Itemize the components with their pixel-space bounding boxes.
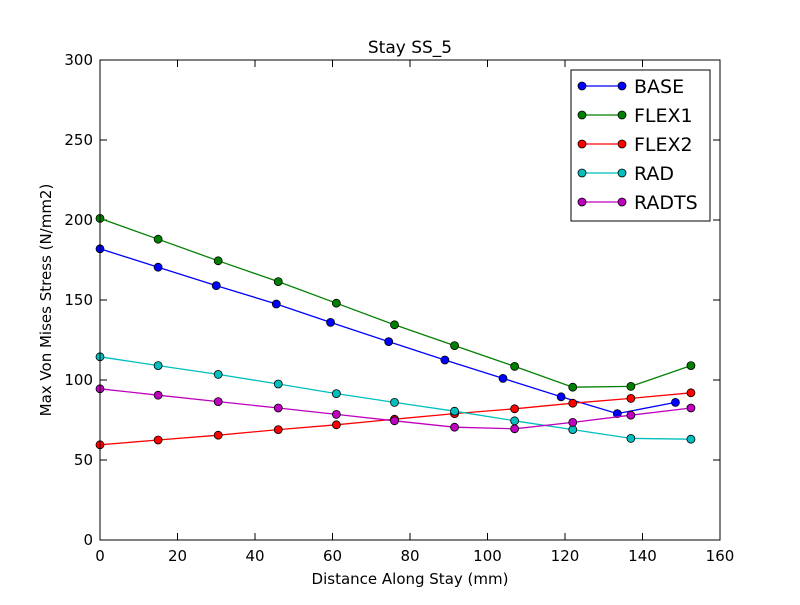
data-point-flex2 <box>213 430 223 440</box>
y-tick-label: 200 <box>64 211 93 229</box>
x-tick-label: 80 <box>400 547 419 565</box>
x-tick-label: 60 <box>323 547 342 565</box>
x-tick-label: 120 <box>551 547 580 565</box>
data-point-rad <box>273 379 283 389</box>
legend-label-radts: RADTS <box>634 192 698 214</box>
x-tick-label: 0 <box>95 547 105 565</box>
y-tick-label: 250 <box>64 131 93 149</box>
data-point-rad <box>390 397 399 407</box>
y-tick-label: 50 <box>74 451 93 469</box>
data-point-rad <box>331 389 341 399</box>
data-point-rad <box>510 416 520 426</box>
series-line-flex1 <box>99 217 692 388</box>
data-point-radts <box>510 424 520 434</box>
legend-marker-flex1 <box>617 110 627 120</box>
x-axis-label: Distance Along Stay (mm) <box>312 570 509 588</box>
data-point-radts <box>626 410 636 420</box>
x-tick-label: 140 <box>628 547 657 565</box>
series-base <box>95 244 680 419</box>
data-point-flex2 <box>510 404 520 414</box>
y-axis-label: Max Von Mises Stress (N/mm2) <box>37 184 55 417</box>
y-tick-label: 150 <box>64 291 93 309</box>
y-tick-label: 0 <box>83 531 93 549</box>
data-point-flex2 <box>273 425 283 435</box>
data-point-rad <box>686 434 696 444</box>
y-tick-label: 100 <box>64 371 93 389</box>
data-point-radts <box>273 403 283 413</box>
series-flex1 <box>95 213 696 392</box>
legend-box <box>570 69 711 222</box>
data-point-radts <box>153 390 163 400</box>
legend-marker-radts <box>617 197 627 207</box>
data-point-base <box>612 409 622 419</box>
series-layer <box>95 213 696 450</box>
legend-marker-base <box>577 81 587 91</box>
data-point-base <box>153 262 163 272</box>
data-point-flex1 <box>273 277 283 287</box>
data-point-base <box>326 317 335 327</box>
data-point-base <box>271 299 281 309</box>
legend-marker-flex2 <box>617 139 627 149</box>
data-point-rad <box>153 361 163 371</box>
data-point-base <box>498 373 508 383</box>
legend-label-flex1: FLEX1 <box>634 105 693 127</box>
y-tick-label: 300 <box>64 51 93 69</box>
data-point-rad <box>568 425 578 435</box>
data-point-flex2 <box>568 398 578 408</box>
data-point-flex1 <box>390 320 399 330</box>
data-point-radts <box>390 416 399 426</box>
data-point-flex1 <box>626 381 636 391</box>
axis-ticks: 0 20 40 60 80 100 120 140 160 0 50 100 150 200 250 300 <box>64 51 734 565</box>
data-point-flex1 <box>213 256 223 266</box>
legend-marker-flex1 <box>577 110 587 120</box>
data-point-base <box>556 392 566 402</box>
series-radts <box>95 384 696 434</box>
data-point-rad <box>213 369 223 379</box>
data-point-rad <box>626 433 636 443</box>
data-point-base <box>671 397 680 407</box>
legend-marker-base <box>617 81 627 91</box>
data-point-radts <box>450 422 459 432</box>
data-point-base <box>384 337 394 347</box>
legend-label-flex2: FLEX2 <box>634 134 693 156</box>
chart-title: Stay SS_5 <box>368 38 452 58</box>
data-point-flex1 <box>510 361 520 371</box>
data-point-rad <box>450 406 459 416</box>
series-line-base <box>99 248 676 415</box>
x-tick-label: 160 <box>706 547 735 565</box>
data-point-flex1 <box>450 341 459 351</box>
x-tick-label: 100 <box>473 547 502 565</box>
x-tick-label: 20 <box>168 547 187 565</box>
data-point-flex2 <box>686 388 696 398</box>
data-point-base <box>440 355 450 365</box>
series-rad <box>95 352 696 444</box>
legend-label-rad: RAD <box>634 163 674 185</box>
legend-marker-rad <box>577 168 587 178</box>
legend-marker-flex2 <box>577 139 587 149</box>
data-point-flex1 <box>153 234 163 244</box>
legend-marker-rad <box>617 168 627 178</box>
data-point-flex2 <box>153 435 163 445</box>
legend-marker-radts <box>577 197 587 207</box>
legend: BASE FLEX1 FLEX2 RAD RADTS <box>570 69 711 222</box>
data-point-flex2 <box>626 393 636 403</box>
data-point-flex2 <box>331 420 341 430</box>
data-point-radts <box>568 417 578 427</box>
data-point-flex1 <box>686 361 696 371</box>
data-point-radts <box>331 409 341 419</box>
x-tick-label: 40 <box>245 547 264 565</box>
data-point-radts <box>213 397 223 407</box>
legend-label-base: BASE <box>634 76 684 98</box>
data-point-flex1 <box>568 382 578 392</box>
plot-area-frame <box>99 59 721 541</box>
data-point-radts <box>686 403 696 413</box>
data-point-flex1 <box>331 298 341 308</box>
data-point-base <box>211 281 221 291</box>
